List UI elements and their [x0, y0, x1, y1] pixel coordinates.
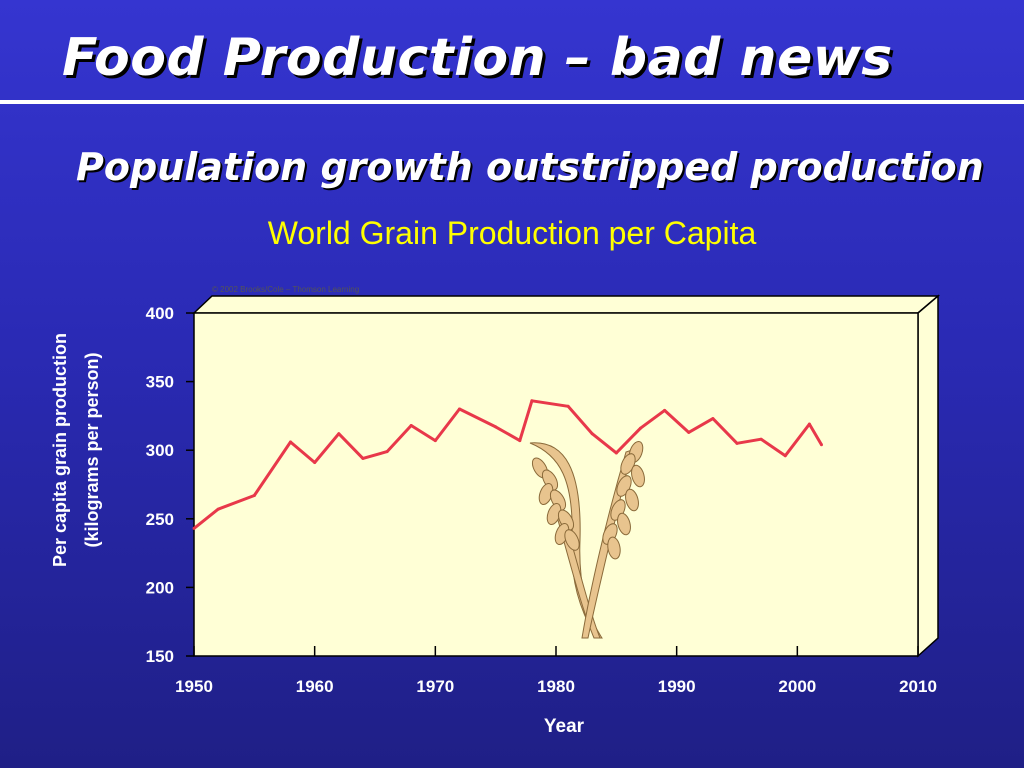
wheat-stalks-icon — [529, 440, 645, 639]
series-point — [433, 439, 437, 443]
series-line — [193, 399, 823, 530]
series-point — [313, 461, 317, 465]
y-axis: 150 200 250 300 350 400 — [146, 304, 194, 666]
x-tick-label: 1970 — [416, 677, 454, 696]
series-point — [337, 432, 341, 436]
series-group — [192, 399, 823, 530]
slide-subtitle: Population growth outstripped production — [76, 145, 984, 189]
plot-side-face — [917, 294, 939, 658]
series-point — [457, 407, 461, 411]
x-tick-label: 1990 — [658, 677, 696, 696]
y-axis-label-line-2: (kilograms per person) — [82, 352, 102, 547]
series-point — [289, 440, 293, 444]
series-point — [735, 441, 739, 445]
y-tick-label: 400 — [146, 304, 174, 323]
x-tick-label: 2010 — [899, 677, 937, 696]
series-point — [216, 507, 220, 511]
series-point — [385, 450, 389, 454]
series-point — [663, 408, 667, 412]
series-point — [361, 456, 365, 460]
series-point — [638, 426, 642, 430]
slide-title: Food Production – bad news — [62, 28, 893, 88]
copyright-text: © 2002 Brooks/Cole – Thomson Learning — [212, 285, 359, 294]
y-tick-label: 300 — [146, 441, 174, 460]
series-point — [687, 430, 691, 434]
series-point — [807, 422, 811, 426]
series-point — [819, 443, 823, 447]
series-point — [530, 399, 534, 403]
series-point — [409, 424, 413, 428]
plot-top-face — [192, 295, 941, 314]
series-point — [783, 454, 787, 458]
chart-title: World Grain Production per Capita — [267, 215, 757, 251]
series-point — [759, 437, 763, 441]
series-point — [252, 493, 256, 497]
y-tick-label: 200 — [146, 578, 174, 597]
series-point — [518, 439, 522, 443]
x-tick-label: 2000 — [778, 677, 816, 696]
y-tick-label: 350 — [146, 373, 174, 392]
y-tick-label: 150 — [146, 647, 174, 666]
title-divider — [0, 100, 1024, 104]
x-tick-label: 1960 — [296, 677, 334, 696]
x-axis: 1950 1960 1970 1980 1990 2000 2010 — [175, 646, 937, 696]
x-tick-label: 1980 — [537, 677, 575, 696]
series-point — [590, 432, 594, 436]
series-point — [614, 451, 618, 455]
series-point — [192, 526, 196, 530]
series-point — [711, 417, 715, 421]
x-tick-label: 1950 — [175, 677, 213, 696]
y-axis-label-line-1: Per capita grain production — [50, 333, 70, 567]
series-point — [494, 425, 498, 429]
x-axis-label: Year — [544, 716, 585, 737]
y-axis-label: Per capita grain production (kilograms p… — [50, 333, 102, 567]
series-point — [566, 404, 570, 408]
y-tick-label: 250 — [146, 510, 174, 529]
